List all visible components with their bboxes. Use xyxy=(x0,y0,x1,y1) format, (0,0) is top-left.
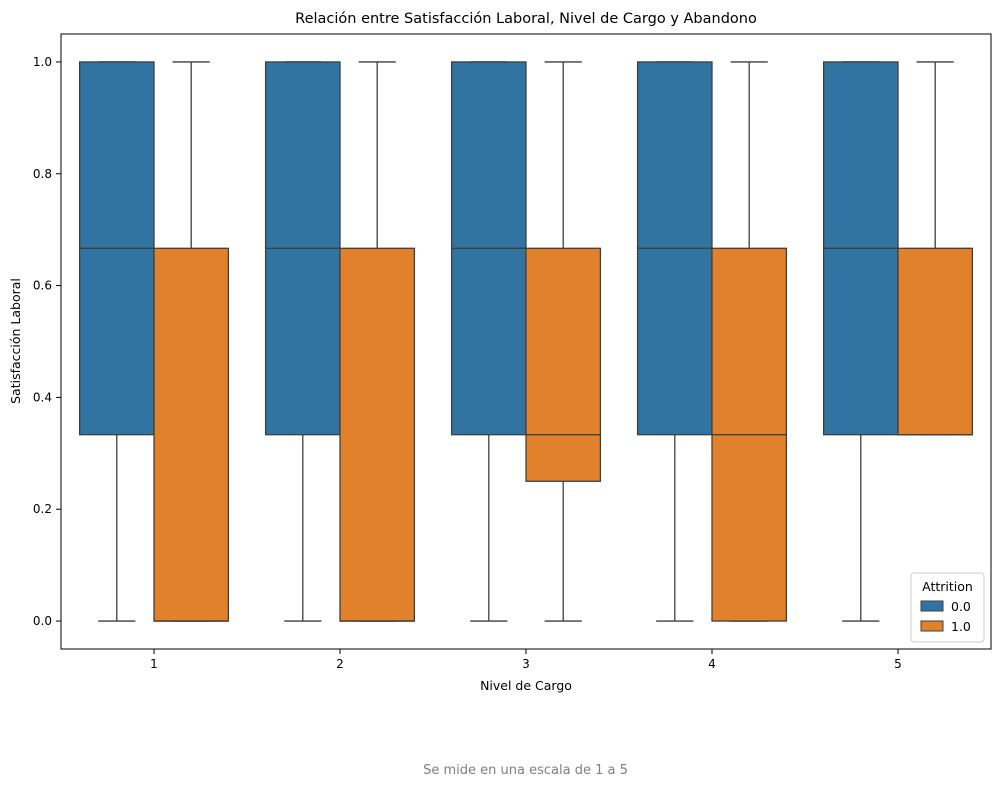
y-tick-label: 0.4 xyxy=(33,390,52,404)
x-tick-label: 4 xyxy=(708,657,716,671)
x-tick-label: 2 xyxy=(336,657,344,671)
y-tick-label: 0.2 xyxy=(33,502,52,516)
chart-title: Relación entre Satisfacción Laboral, Niv… xyxy=(295,11,757,27)
y-tick-label: 0.6 xyxy=(33,279,52,293)
x-tick-label: 1 xyxy=(150,657,158,671)
box-iqr xyxy=(339,247,416,622)
box-attrition-1-level-2 xyxy=(339,61,416,622)
legend-title: Attrition xyxy=(922,579,973,594)
y-axis-label: Satisfacción Laboral xyxy=(8,278,23,404)
y-axis: 0.0 0.2 0.4 0.6 0.8 1.0 xyxy=(33,55,61,628)
box-attrition-1-level-1 xyxy=(153,61,230,622)
legend-entry-label: 0.0 xyxy=(951,599,971,614)
x-axis: 1 2 3 4 5 xyxy=(150,649,902,671)
box-attrition-0-level-1 xyxy=(78,61,155,622)
box-attrition-1-level-3 xyxy=(525,61,602,622)
box-iqr xyxy=(525,247,602,482)
y-tick-label: 0.8 xyxy=(33,167,52,181)
box-attrition-0-level-3 xyxy=(450,61,527,622)
legend: Attrition 0.0 1.0 xyxy=(910,572,985,643)
x-tick-label: 3 xyxy=(522,657,530,671)
box-attrition-0-level-2 xyxy=(264,61,341,622)
plot-area xyxy=(60,33,992,650)
box-iqr xyxy=(897,247,974,436)
chart-caption: Se mide en una escala de 1 a 5 xyxy=(423,763,628,778)
box-iqr xyxy=(153,247,230,622)
legend-entry-label: 1.0 xyxy=(951,619,971,634)
box-attrition-0-level-4 xyxy=(636,61,713,622)
box-attrition-1-level-5 xyxy=(897,61,974,436)
x-tick-label: 5 xyxy=(894,657,902,671)
legend-swatch xyxy=(920,600,944,612)
x-axis-label: Nivel de Cargo xyxy=(480,678,572,693)
legend-swatch xyxy=(920,620,944,632)
box-attrition-1-level-4 xyxy=(711,61,788,622)
box-attrition-0-level-5 xyxy=(822,61,899,622)
y-tick-label: 0.0 xyxy=(33,614,52,628)
y-tick-label: 1.0 xyxy=(33,55,52,69)
